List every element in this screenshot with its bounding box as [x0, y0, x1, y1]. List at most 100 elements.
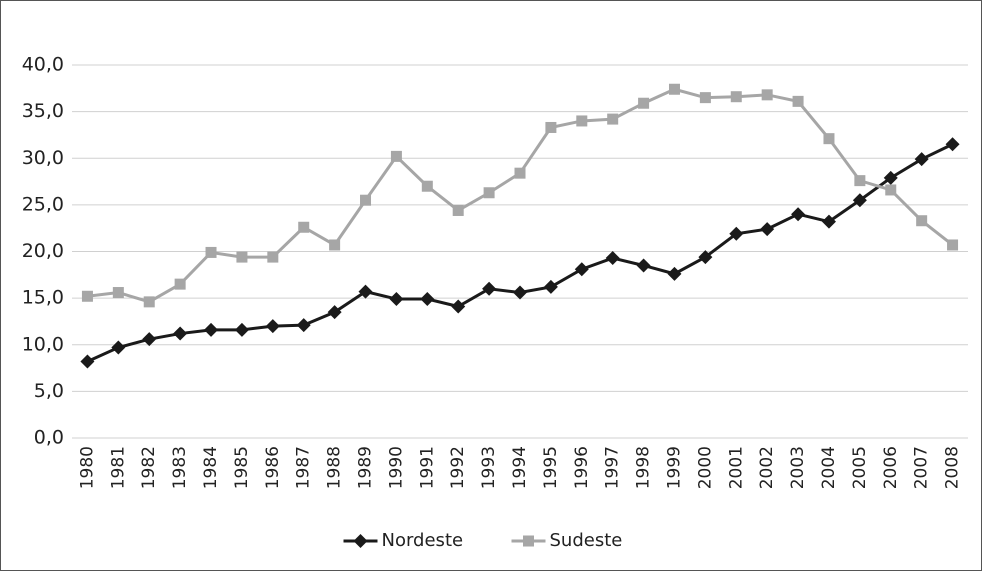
x-tick-label: 2000: [695, 446, 715, 489]
x-tick-label: 2008: [943, 446, 963, 489]
data-point: [576, 115, 588, 127]
y-tick-label: 5,0: [34, 380, 64, 402]
data-point: [205, 246, 217, 258]
data-point: [792, 95, 804, 107]
data-point: [389, 292, 404, 307]
data-point: [143, 296, 155, 308]
data-point: [821, 214, 836, 229]
x-tick-label: 1989: [356, 446, 376, 489]
data-point: [360, 194, 372, 206]
x-tick-label: 1987: [294, 446, 314, 489]
x-tick-label: 2001: [726, 446, 746, 489]
x-tick-label: 1992: [448, 446, 468, 489]
x-tick-label: 1990: [386, 446, 406, 489]
x-tick-label: 1996: [572, 446, 592, 489]
x-tick-label: 2003: [788, 446, 808, 489]
x-tick-label: 2007: [912, 446, 932, 489]
legend-marker: [523, 535, 534, 547]
x-tick-label: 1986: [263, 446, 283, 489]
y-tick-label: 30,0: [22, 147, 64, 169]
x-tick-label: 1988: [325, 446, 345, 489]
data-point: [234, 322, 249, 337]
data-point: [885, 184, 897, 196]
data-point: [823, 133, 835, 145]
data-point: [482, 281, 497, 296]
data-point: [761, 89, 773, 101]
data-point: [667, 266, 682, 281]
data-point: [358, 284, 373, 299]
data-point: [852, 193, 867, 208]
data-point: [668, 83, 680, 95]
data-point: [390, 150, 402, 162]
data-point: [111, 340, 126, 355]
data-point: [265, 319, 280, 334]
data-point: [329, 239, 341, 251]
data-point: [451, 299, 466, 314]
x-tick-label: 1997: [603, 446, 623, 489]
x-tick-label: 1983: [170, 446, 190, 489]
data-point: [327, 305, 342, 320]
x-tick-label: 2006: [881, 446, 901, 489]
legend-marker: [353, 534, 368, 548]
data-point: [730, 91, 742, 103]
x-tick-label: 1985: [232, 446, 252, 489]
x-tick-label: 1981: [108, 446, 128, 489]
x-tick-label: 1980: [77, 446, 97, 489]
data-point: [916, 215, 928, 227]
y-tick-label: 0,0: [34, 427, 64, 449]
y-tick-label: 10,0: [22, 333, 64, 355]
x-tick-label: 2005: [850, 446, 870, 489]
data-point: [945, 137, 960, 152]
data-point: [81, 290, 93, 302]
data-point: [142, 332, 157, 347]
x-tick-label: 2002: [757, 446, 777, 489]
data-point: [296, 318, 311, 333]
x-tick-label: 1999: [664, 446, 684, 489]
data-point: [513, 285, 527, 300]
y-tick-label: 35,0: [22, 100, 64, 122]
data-point: [638, 97, 650, 109]
data-point: [80, 354, 95, 369]
legend-item: Nordeste: [343, 530, 464, 551]
data-point: [914, 152, 929, 167]
data-point: [699, 92, 711, 104]
legend-label: Sudeste: [550, 530, 623, 551]
data-point: [947, 239, 959, 251]
legend-item: Sudeste: [511, 530, 623, 551]
x-tick-label: 1982: [139, 446, 159, 489]
y-tick-label: 20,0: [22, 240, 64, 262]
data-point: [698, 250, 713, 265]
data-point: [729, 226, 744, 241]
x-tick-label: 1993: [479, 446, 499, 489]
data-point: [854, 175, 866, 187]
x-tick-label: 1998: [634, 446, 654, 489]
x-tick-label: 1991: [417, 446, 437, 489]
data-point: [607, 113, 619, 125]
legend-label: Nordeste: [382, 530, 464, 551]
data-point: [636, 258, 651, 273]
data-point: [483, 187, 495, 199]
x-tick-label: 1995: [541, 446, 561, 489]
data-point: [574, 262, 589, 277]
data-point: [174, 278, 186, 290]
data-point: [543, 279, 558, 294]
data-point: [452, 204, 464, 216]
data-point: [112, 287, 124, 299]
data-point: [605, 251, 620, 266]
data-point: [883, 170, 898, 185]
data-point: [236, 251, 248, 263]
y-tick-label: 40,0: [22, 54, 64, 76]
data-point: [267, 251, 279, 263]
data-point: [791, 207, 806, 222]
y-tick-label: 15,0: [22, 287, 64, 309]
x-tick-label: 1984: [201, 446, 221, 489]
data-point: [545, 121, 557, 133]
data-point: [421, 180, 433, 192]
data-point: [760, 222, 775, 237]
data-point: [173, 326, 188, 341]
data-point: [298, 221, 310, 233]
data-point: [204, 322, 219, 337]
x-tick-label: 2004: [819, 446, 839, 489]
y-tick-label: 25,0: [22, 193, 64, 215]
